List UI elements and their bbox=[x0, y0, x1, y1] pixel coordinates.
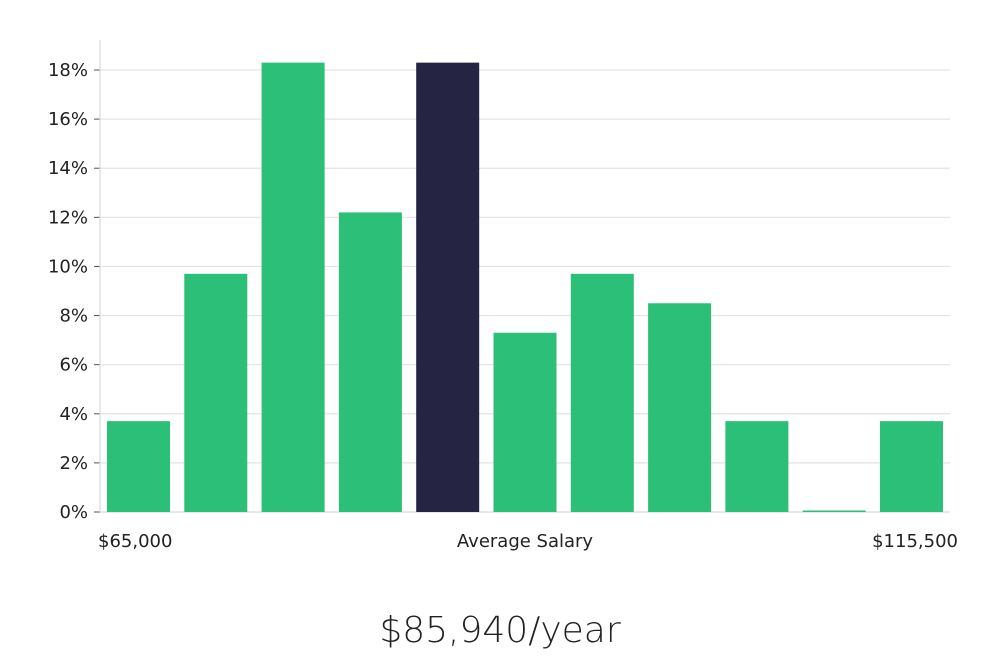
y-tick-label: 0% bbox=[59, 502, 88, 523]
y-tick-label: 12% bbox=[48, 207, 88, 228]
y-tick-label: 14% bbox=[48, 158, 88, 179]
bar bbox=[338, 212, 402, 512]
average-salary-headline: $85,940/year bbox=[379, 610, 621, 651]
bar bbox=[725, 421, 789, 512]
y-tick-label: 16% bbox=[48, 109, 88, 130]
bar bbox=[802, 510, 866, 512]
bar bbox=[570, 273, 634, 512]
bars bbox=[107, 62, 943, 513]
bar bbox=[493, 332, 557, 512]
bar bbox=[184, 273, 248, 512]
x-axis-label-min: $65,000 bbox=[98, 531, 172, 552]
y-tick-label: 8% bbox=[59, 306, 88, 327]
bar bbox=[107, 421, 170, 512]
y-tick-label: 2% bbox=[59, 453, 88, 474]
salary-histogram-chart: 0% 2% 4% 6% 8% 10% 12% 14% 16% 18% $65,000 Averag… bbox=[48, 40, 958, 552]
y-tick-label: 18% bbox=[48, 60, 88, 81]
y-axis-ticks: 0% 2% 4% 6% 8% 10% 12% 14% 16% 18% bbox=[48, 60, 100, 523]
y-tick-label: 6% bbox=[59, 355, 88, 376]
y-tick-label: 10% bbox=[48, 256, 88, 277]
y-tick-label: 4% bbox=[59, 404, 88, 425]
bar bbox=[261, 62, 325, 513]
bar bbox=[648, 303, 712, 512]
bar-average-salary bbox=[416, 62, 480, 513]
bar bbox=[880, 421, 943, 512]
x-axis-label-center: Average Salary bbox=[457, 531, 594, 552]
x-axis-label-max: $115,500 bbox=[872, 531, 958, 552]
